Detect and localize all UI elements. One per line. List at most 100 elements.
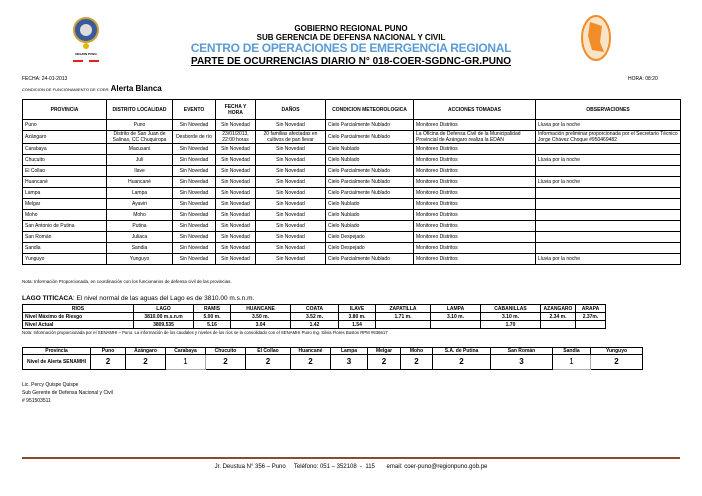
table-cell: Sin Novedad bbox=[172, 198, 216, 210]
table-cell: Huancané bbox=[22, 176, 107, 188]
table-cell: Sin Novedad bbox=[172, 187, 216, 199]
lake-cell bbox=[375, 320, 431, 329]
table-cell bbox=[535, 143, 681, 155]
region-logo: REGION PUNO bbox=[70, 12, 102, 64]
lake-column-header: CABANILLAS bbox=[480, 304, 541, 313]
table-cell: Monitoreo Distritos bbox=[413, 231, 536, 243]
lake-cell: Nivel Máximo de Riesgo bbox=[22, 312, 134, 321]
table-cell bbox=[535, 242, 681, 254]
table-cell: Azángaro bbox=[22, 130, 107, 144]
table-cell: Cielo Nublado bbox=[325, 209, 414, 221]
table-cell: Macusani bbox=[106, 143, 173, 155]
table-cell: Monitoreo Distritos bbox=[413, 143, 536, 155]
table-cell: Sin Novedad bbox=[255, 220, 326, 232]
column-header: CONDICION METEOROLOGICA bbox=[325, 99, 414, 120]
column-header: OBSERVACIONES bbox=[535, 99, 681, 120]
lake-cell: 3.10 m. bbox=[430, 312, 481, 321]
table-cell: Sin Novedad bbox=[172, 253, 216, 265]
table-row: El Collao Ilave Sin Novedad Sin Novedad Sin … bbox=[22, 165, 681, 177]
lake-cell: 1.70 bbox=[480, 320, 541, 329]
lake-title-rest: : El nivel normal de las aguas del Lago … bbox=[72, 295, 255, 302]
table-cell: Lluvia por la noche bbox=[535, 253, 681, 265]
table-cell: Sin Novedad bbox=[172, 209, 216, 221]
alert-table: Provincia Puno Azángaro Carabaya Chucuito El … bbox=[22, 347, 643, 370]
column-header: EVENTO bbox=[172, 99, 216, 120]
table-cell: Sin Novedad bbox=[215, 143, 256, 155]
table-cell: Chucuito bbox=[22, 154, 107, 166]
table-cell: Sin Novedad bbox=[255, 154, 326, 166]
lake-cell: 3.50 m. bbox=[230, 312, 291, 321]
lake-cell: Nivel Actual bbox=[22, 320, 134, 329]
table-cell: Cielo Parcialmente Nublado bbox=[325, 187, 414, 199]
alert-level: 2 bbox=[245, 354, 291, 370]
table-cell: Sin Novedad bbox=[215, 198, 256, 210]
lake-column-header: COATA bbox=[290, 304, 339, 313]
alert-row-label: Nivel de Alerta SENAMHI bbox=[22, 354, 91, 370]
lake-note: Nota: Información proporcionada por el S… bbox=[22, 330, 388, 335]
table-cell bbox=[535, 187, 681, 199]
coer-logo bbox=[580, 12, 612, 64]
table-cell: Sin Novedad bbox=[215, 209, 256, 221]
signer-role: Sub Gerente de Defensa Nacional y Civil bbox=[22, 390, 113, 396]
table-cell: Lluvia por la noche bbox=[535, 154, 681, 166]
table-cell: Sin Novedad bbox=[172, 165, 216, 177]
table-cell: Sin Novedad bbox=[255, 187, 326, 199]
lake-table: RIOS LAGO RAMIS HUANCANE COATA ILAVE ZAPATILLA… bbox=[22, 304, 606, 329]
lake-row: Nivel Máximo de Riesgo 3810.00 m.s.n.m 5.0… bbox=[22, 312, 606, 321]
alert-level: 2 bbox=[205, 354, 246, 370]
condicion-value: Alerta Blanca bbox=[110, 84, 162, 93]
table-cell: Sin Novedad bbox=[215, 231, 256, 243]
table-cell: Sin Novedad bbox=[172, 154, 216, 166]
lake-cell: 3.80 m. bbox=[338, 312, 376, 321]
alert-province: S.A. de Putina bbox=[432, 347, 491, 355]
alert-header-label: Provincia bbox=[22, 347, 91, 355]
lake-column-header: LAMPA bbox=[430, 304, 481, 313]
table-cell: Juli bbox=[106, 154, 173, 166]
column-header: DAÑOS bbox=[255, 99, 326, 120]
signature-block: Lic. Percy Quispe Quispe Sub Gerente de … bbox=[22, 381, 113, 405]
table-cell: Cielo Parcialmente Nublado bbox=[325, 165, 414, 177]
alert-values-row: Nivel de Alerta SENAMHI 2 2 1 2 2 2 3 2 2 2 3 1 2 bbox=[22, 354, 643, 370]
table-cell: Sandia bbox=[22, 242, 107, 254]
table-header-row: PROVINCIA DISTRITO LOCALIDAD EVENTO FECHA Y… bbox=[22, 99, 681, 120]
lake-cell bbox=[430, 320, 481, 329]
lake-column-header: RIOS bbox=[22, 304, 134, 313]
alert-level: 2 bbox=[400, 354, 433, 370]
lake-cell: 3809.535 bbox=[133, 320, 194, 329]
column-header: ACCIONES TOMADAS bbox=[413, 99, 536, 120]
alert-level: 1 bbox=[165, 354, 206, 370]
hora: HORA: 08:20 bbox=[628, 76, 658, 82]
table-cell bbox=[535, 165, 681, 177]
alert-province: Azángaro bbox=[125, 347, 166, 355]
table-cell: 23/01/2013, 22:00 horas bbox=[215, 130, 256, 144]
table-cell: Sandia bbox=[106, 242, 173, 254]
column-header: PROVINCIA bbox=[22, 99, 107, 120]
header-line-3: CENTRO DE OPERACIONES DE EMERGENCIA REGI… bbox=[190, 41, 512, 55]
table-cell: Sin Novedad bbox=[172, 143, 216, 155]
table-cell: Ayaviri bbox=[106, 198, 173, 210]
lake-cell: 3.04 bbox=[230, 320, 291, 329]
table-row: Carabaya Macusani Sin Novedad Sin Novedad Si… bbox=[22, 143, 681, 155]
table-cell: Sin Novedad bbox=[215, 242, 256, 254]
alert-province: Lampa bbox=[330, 347, 368, 355]
lake-column-header: ZAPATILLA bbox=[375, 304, 431, 313]
table-cell: Cielo Nublado bbox=[325, 143, 414, 155]
alert-level: 3 bbox=[330, 354, 368, 370]
condicion: CONDICION DE FUNCIONAMIENTO DE COER: Ale… bbox=[22, 84, 162, 93]
table-cell: Monitoreo Distritos bbox=[413, 176, 536, 188]
lake-column-header: RAMIS bbox=[193, 304, 231, 313]
table-row: Sandia Sandia Sin Novedad Sin Novedad Sin No… bbox=[22, 242, 681, 254]
lake-cell: 1.42 bbox=[290, 320, 339, 329]
table-cell: Sin Novedad bbox=[215, 253, 256, 265]
table-cell: Sin Novedad bbox=[215, 176, 256, 188]
table-cell: Moho bbox=[22, 209, 107, 221]
table-row: Moho Moho Sin Novedad Sin Novedad Sin Noveda… bbox=[22, 209, 681, 221]
lake-cell bbox=[540, 320, 576, 329]
table-cell: Melgar bbox=[22, 198, 107, 210]
table-cell: Yunguyo bbox=[106, 253, 173, 265]
table-cell: Lluvia por la noche bbox=[535, 176, 681, 188]
signer-name: Lic. Percy Quispe Quispe bbox=[22, 382, 79, 388]
table-cell: Carabaya bbox=[22, 143, 107, 155]
alert-province: Yunguyo bbox=[590, 347, 643, 355]
table-cell: Sin Novedad bbox=[255, 143, 326, 155]
